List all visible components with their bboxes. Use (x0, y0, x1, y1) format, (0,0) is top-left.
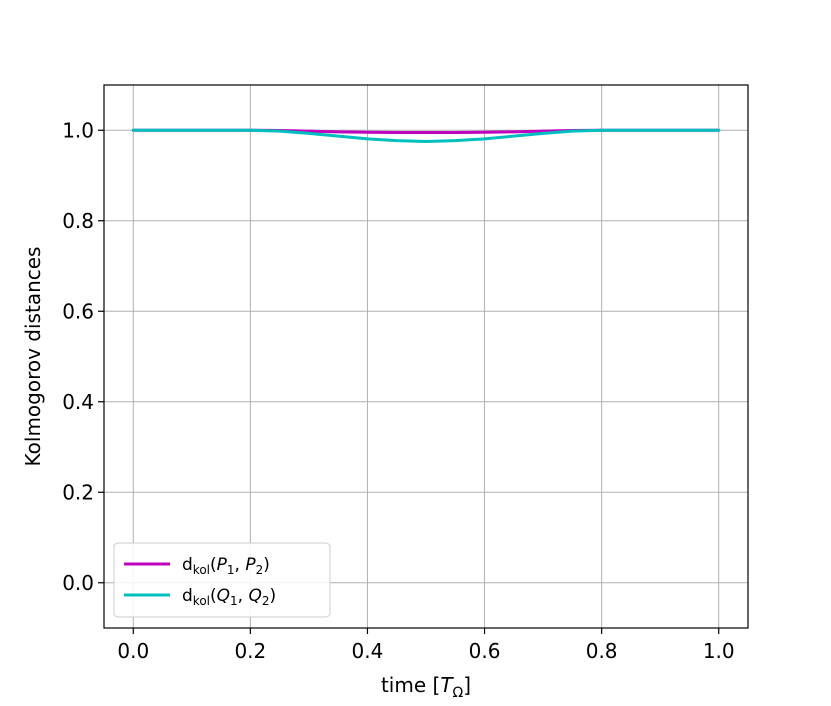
ticks: 0.0 0.2 0.4 0.6 0.8 1.0 0.0 0.2 0.4 0.6 0.8 1.0 (62, 118, 734, 663)
grid (104, 85, 748, 628)
x-tick-label: 0.6 (469, 639, 501, 663)
x-tick-label: 0.0 (117, 639, 149, 663)
y-axis-label: Kolmogorov distances (21, 247, 45, 467)
x-axis-label: time [TΩ] (381, 673, 471, 701)
x-tick-label: 0.2 (234, 639, 266, 663)
plot-area (104, 85, 748, 628)
series-layer (131, 128, 721, 144)
y-tick-label: 1.0 (62, 118, 94, 142)
series-line-1 (131, 128, 721, 144)
y-tick-label: 0.0 (62, 571, 94, 595)
y-tick-label: 0.2 (62, 480, 94, 504)
x-axis-label-subscript: Ω (453, 685, 464, 701)
y-tick-label: 0.4 (62, 390, 94, 414)
legend: dkol(P1, P2) dkol(Q1, Q2) (113, 542, 331, 618)
plot-frame (103, 84, 749, 629)
x-tick-label: 1.0 (703, 639, 735, 663)
x-axis-label-symbol: T (440, 673, 454, 697)
x-axis-label-end: ] (463, 673, 471, 697)
y-tick-label: 0.6 (62, 299, 94, 323)
x-axis-label-base: time [ (381, 673, 440, 697)
legend-box (113, 542, 331, 618)
x-tick-label: 0.4 (352, 639, 384, 663)
legend-entry-q: dkol(Q1, Q2) (182, 586, 276, 608)
x-tick-label: 0.8 (586, 639, 618, 663)
legend-entry-p: dkol(P1, P2) (182, 555, 270, 577)
y-tick-label: 0.8 (62, 209, 94, 233)
